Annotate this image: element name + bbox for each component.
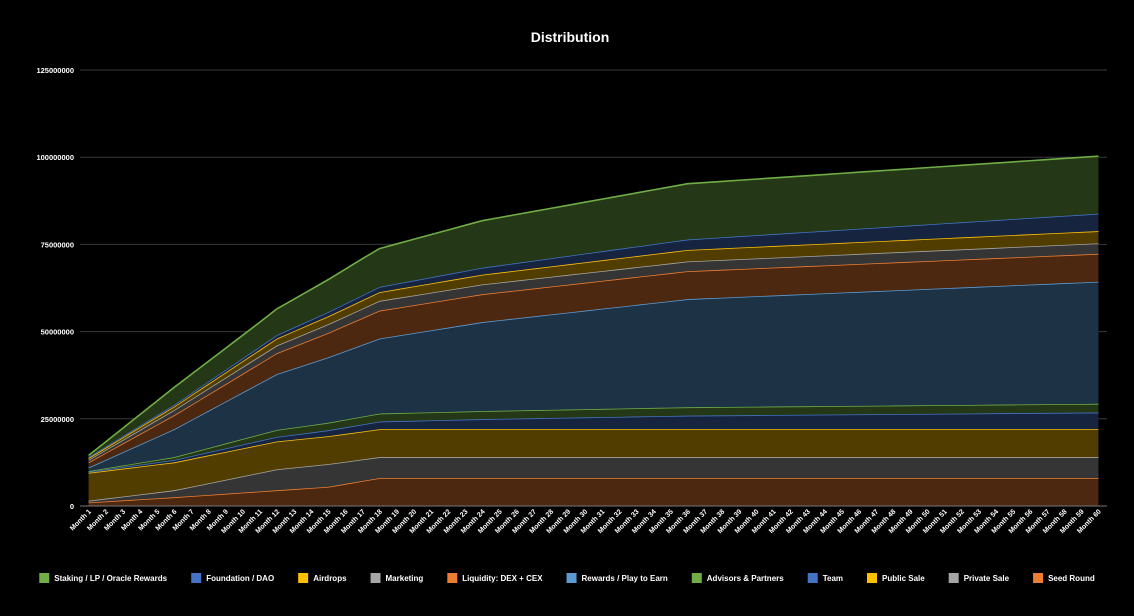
legend-label: Foundation / DAO [206, 574, 274, 583]
legend-label: Airdrops [313, 574, 347, 583]
area-series [88, 155, 1099, 506]
y-tick-label: 50000000 [41, 328, 74, 337]
legend-item: Liquidity: DEX + CEX [447, 573, 543, 583]
legend-label: Private Sale [964, 574, 1010, 583]
legend-label: Staking / LP / Oracle Rewards [54, 574, 167, 583]
legend-swatch [807, 573, 818, 583]
legend-item: Foundation / DAO [191, 573, 274, 583]
area-series-1 [88, 457, 1099, 503]
legend-item: Private Sale [948, 573, 1010, 583]
legend-label: Rewards / Play to Earn [582, 574, 668, 583]
area-series-2 [88, 429, 1099, 501]
legend-label: Public Sale [882, 574, 925, 583]
legend-item: Airdrops [298, 573, 347, 583]
y-tick-label: 75000000 [41, 240, 74, 249]
legend: Staking / LP / Oracle Rewards Foundation … [39, 573, 1095, 583]
legend-label: Liquidity: DEX + CEX [462, 574, 543, 583]
legend-swatch [39, 573, 50, 583]
legend-item: Staking / LP / Oracle Rewards [39, 573, 168, 583]
legend-swatch [948, 573, 959, 583]
legend-swatch [691, 573, 702, 583]
legend-item: Rewards / Play to Earn [566, 573, 668, 583]
legend-swatch [447, 573, 458, 583]
legend-swatch [191, 573, 202, 583]
legend-label: Marketing [386, 574, 424, 583]
area-series-5 [88, 281, 1099, 472]
legend-swatch [1033, 573, 1044, 583]
y-tick-label: 0 [70, 502, 74, 511]
legend-item: Public Sale [867, 573, 925, 583]
legend-label: Advisors & Partners [707, 574, 784, 583]
y-tick-label: 100000000 [36, 153, 74, 162]
legend-swatch [298, 573, 309, 583]
series-line-10 [88, 155, 1099, 457]
area-series-10 [88, 156, 1099, 458]
chart-title: Distribution [531, 29, 610, 45]
legend-item: Team [807, 573, 843, 583]
legend-item: Marketing [370, 573, 424, 583]
y-axis: 0 25000000 50000000 75000000 100000000 125000… [36, 66, 74, 511]
legend-label: Team [823, 574, 843, 583]
legend-item: Seed Round [1033, 573, 1095, 583]
legend-swatch [370, 573, 381, 583]
legend-swatch [867, 573, 878, 583]
legend-swatch [566, 573, 577, 583]
area-series-6 [88, 253, 1099, 468]
y-tick-label: 25000000 [41, 415, 74, 424]
y-tick-label: 125000000 [36, 66, 74, 75]
legend-item: Advisors & Partners [691, 573, 784, 583]
area-series-3 [88, 412, 1099, 473]
legend-label: Seed Round [1048, 574, 1095, 583]
